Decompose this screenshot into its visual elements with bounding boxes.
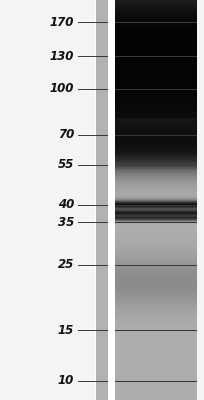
Text: 100: 100 bbox=[50, 82, 74, 96]
Text: 70: 70 bbox=[58, 128, 74, 142]
Text: 25: 25 bbox=[58, 258, 74, 272]
Text: 10: 10 bbox=[58, 374, 74, 388]
Text: 130: 130 bbox=[50, 50, 74, 62]
Text: 170: 170 bbox=[50, 16, 74, 28]
Text: 40: 40 bbox=[58, 198, 74, 212]
Text: 55: 55 bbox=[58, 158, 74, 172]
Text: 15: 15 bbox=[58, 324, 74, 336]
Text: 35: 35 bbox=[58, 216, 74, 228]
